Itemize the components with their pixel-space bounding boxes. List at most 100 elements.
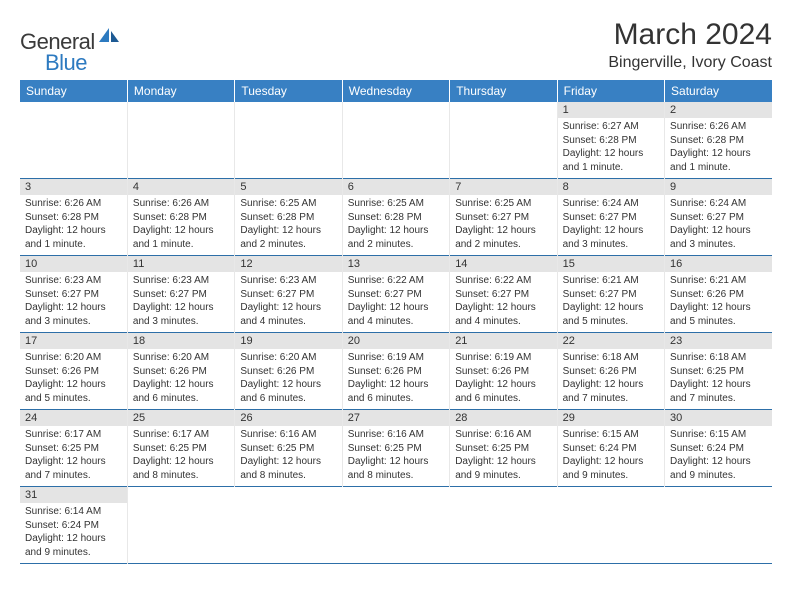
calendar-cell: 27Sunrise: 6:16 AMSunset: 6:25 PMDayligh… xyxy=(342,410,449,487)
calendar-week-row: 1Sunrise: 6:27 AMSunset: 6:28 PMDaylight… xyxy=(20,102,772,179)
calendar-cell: 19Sunrise: 6:20 AMSunset: 6:26 PMDayligh… xyxy=(235,333,342,410)
empty-day xyxy=(128,102,234,118)
title-block: March 2024 Bingerville, Ivory Coast xyxy=(608,18,772,72)
day-number: 4 xyxy=(128,179,234,195)
calendar-cell: 15Sunrise: 6:21 AMSunset: 6:27 PMDayligh… xyxy=(557,256,664,333)
day-number: 6 xyxy=(343,179,449,195)
day-content: Sunrise: 6:23 AMSunset: 6:27 PMDaylight:… xyxy=(128,272,234,332)
day-content: Sunrise: 6:25 AMSunset: 6:28 PMDaylight:… xyxy=(343,195,449,255)
calendar-cell xyxy=(450,487,557,564)
day-content: Sunrise: 6:17 AMSunset: 6:25 PMDaylight:… xyxy=(128,426,234,486)
calendar-cell xyxy=(450,102,557,179)
day-content: Sunrise: 6:26 AMSunset: 6:28 PMDaylight:… xyxy=(20,195,127,255)
day-content: Sunrise: 6:20 AMSunset: 6:26 PMDaylight:… xyxy=(20,349,127,409)
day-number: 9 xyxy=(665,179,772,195)
calendar-cell: 24Sunrise: 6:17 AMSunset: 6:25 PMDayligh… xyxy=(20,410,127,487)
logo-text-blue-wrap: Blue xyxy=(45,50,87,76)
calendar-cell: 26Sunrise: 6:16 AMSunset: 6:25 PMDayligh… xyxy=(235,410,342,487)
day-number: 16 xyxy=(665,256,772,272)
calendar-cell: 12Sunrise: 6:23 AMSunset: 6:27 PMDayligh… xyxy=(235,256,342,333)
calendar-cell xyxy=(20,102,127,179)
calendar-week-row: 17Sunrise: 6:20 AMSunset: 6:26 PMDayligh… xyxy=(20,333,772,410)
calendar-cell: 30Sunrise: 6:15 AMSunset: 6:24 PMDayligh… xyxy=(665,410,772,487)
day-content: Sunrise: 6:15 AMSunset: 6:24 PMDaylight:… xyxy=(665,426,772,486)
calendar-cell: 22Sunrise: 6:18 AMSunset: 6:26 PMDayligh… xyxy=(557,333,664,410)
day-header: Thursday xyxy=(450,80,557,102)
day-number: 12 xyxy=(235,256,341,272)
month-title: March 2024 xyxy=(608,18,772,52)
day-number: 22 xyxy=(558,333,664,349)
day-number: 24 xyxy=(20,410,127,426)
sail-icon xyxy=(99,28,121,49)
day-content: Sunrise: 6:17 AMSunset: 6:25 PMDaylight:… xyxy=(20,426,127,486)
day-content: Sunrise: 6:16 AMSunset: 6:25 PMDaylight:… xyxy=(343,426,449,486)
calendar-cell: 28Sunrise: 6:16 AMSunset: 6:25 PMDayligh… xyxy=(450,410,557,487)
day-number: 18 xyxy=(128,333,234,349)
day-number: 8 xyxy=(558,179,664,195)
calendar-cell: 13Sunrise: 6:22 AMSunset: 6:27 PMDayligh… xyxy=(342,256,449,333)
calendar-week-row: 31Sunrise: 6:14 AMSunset: 6:24 PMDayligh… xyxy=(20,487,772,564)
calendar-cell: 8Sunrise: 6:24 AMSunset: 6:27 PMDaylight… xyxy=(557,179,664,256)
header: General March 2024 Bingerville, Ivory Co… xyxy=(20,18,772,72)
day-content: Sunrise: 6:24 AMSunset: 6:27 PMDaylight:… xyxy=(558,195,664,255)
calendar-cell xyxy=(127,487,234,564)
day-content: Sunrise: 6:26 AMSunset: 6:28 PMDaylight:… xyxy=(128,195,234,255)
calendar-cell: 14Sunrise: 6:22 AMSunset: 6:27 PMDayligh… xyxy=(450,256,557,333)
calendar-week-row: 10Sunrise: 6:23 AMSunset: 6:27 PMDayligh… xyxy=(20,256,772,333)
day-content: Sunrise: 6:21 AMSunset: 6:26 PMDaylight:… xyxy=(665,272,772,332)
empty-day xyxy=(343,102,449,118)
calendar-body: 1Sunrise: 6:27 AMSunset: 6:28 PMDaylight… xyxy=(20,102,772,564)
day-content: Sunrise: 6:16 AMSunset: 6:25 PMDaylight:… xyxy=(450,426,556,486)
day-number: 13 xyxy=(343,256,449,272)
calendar-week-row: 24Sunrise: 6:17 AMSunset: 6:25 PMDayligh… xyxy=(20,410,772,487)
day-header: Sunday xyxy=(20,80,127,102)
location: Bingerville, Ivory Coast xyxy=(608,54,772,72)
day-number: 28 xyxy=(450,410,556,426)
day-content: Sunrise: 6:18 AMSunset: 6:26 PMDaylight:… xyxy=(558,349,664,409)
calendar-cell xyxy=(342,487,449,564)
calendar-cell xyxy=(665,487,772,564)
day-content: Sunrise: 6:22 AMSunset: 6:27 PMDaylight:… xyxy=(450,272,556,332)
calendar-cell: 20Sunrise: 6:19 AMSunset: 6:26 PMDayligh… xyxy=(342,333,449,410)
calendar-cell: 21Sunrise: 6:19 AMSunset: 6:26 PMDayligh… xyxy=(450,333,557,410)
day-header: Wednesday xyxy=(342,80,449,102)
day-number: 10 xyxy=(20,256,127,272)
calendar-cell: 31Sunrise: 6:14 AMSunset: 6:24 PMDayligh… xyxy=(20,487,127,564)
calendar-cell: 23Sunrise: 6:18 AMSunset: 6:25 PMDayligh… xyxy=(665,333,772,410)
day-number: 29 xyxy=(558,410,664,426)
day-number: 2 xyxy=(665,102,772,118)
day-number: 23 xyxy=(665,333,772,349)
calendar-cell: 16Sunrise: 6:21 AMSunset: 6:26 PMDayligh… xyxy=(665,256,772,333)
empty-day xyxy=(20,102,127,118)
day-number: 7 xyxy=(450,179,556,195)
logo-text-blue: Blue xyxy=(45,50,87,75)
day-content: Sunrise: 6:20 AMSunset: 6:26 PMDaylight:… xyxy=(128,349,234,409)
day-number: 15 xyxy=(558,256,664,272)
day-number: 30 xyxy=(665,410,772,426)
day-number: 19 xyxy=(235,333,341,349)
day-content: Sunrise: 6:19 AMSunset: 6:26 PMDaylight:… xyxy=(343,349,449,409)
calendar-cell: 3Sunrise: 6:26 AMSunset: 6:28 PMDaylight… xyxy=(20,179,127,256)
calendar-cell xyxy=(557,487,664,564)
day-header: Friday xyxy=(557,80,664,102)
day-header: Monday xyxy=(127,80,234,102)
day-content: Sunrise: 6:23 AMSunset: 6:27 PMDaylight:… xyxy=(235,272,341,332)
day-content: Sunrise: 6:25 AMSunset: 6:27 PMDaylight:… xyxy=(450,195,556,255)
day-content: Sunrise: 6:19 AMSunset: 6:26 PMDaylight:… xyxy=(450,349,556,409)
day-content: Sunrise: 6:22 AMSunset: 6:27 PMDaylight:… xyxy=(343,272,449,332)
empty-day xyxy=(235,102,341,118)
day-content: Sunrise: 6:21 AMSunset: 6:27 PMDaylight:… xyxy=(558,272,664,332)
day-content: Sunrise: 6:26 AMSunset: 6:28 PMDaylight:… xyxy=(665,118,772,178)
day-number: 3 xyxy=(20,179,127,195)
calendar-cell: 4Sunrise: 6:26 AMSunset: 6:28 PMDaylight… xyxy=(127,179,234,256)
day-number: 21 xyxy=(450,333,556,349)
day-content: Sunrise: 6:24 AMSunset: 6:27 PMDaylight:… xyxy=(665,195,772,255)
calendar-cell xyxy=(235,102,342,179)
calendar-cell xyxy=(342,102,449,179)
calendar-cell: 9Sunrise: 6:24 AMSunset: 6:27 PMDaylight… xyxy=(665,179,772,256)
day-content: Sunrise: 6:15 AMSunset: 6:24 PMDaylight:… xyxy=(558,426,664,486)
day-number: 26 xyxy=(235,410,341,426)
calendar-cell: 18Sunrise: 6:20 AMSunset: 6:26 PMDayligh… xyxy=(127,333,234,410)
day-number: 1 xyxy=(558,102,664,118)
calendar-cell: 1Sunrise: 6:27 AMSunset: 6:28 PMDaylight… xyxy=(557,102,664,179)
